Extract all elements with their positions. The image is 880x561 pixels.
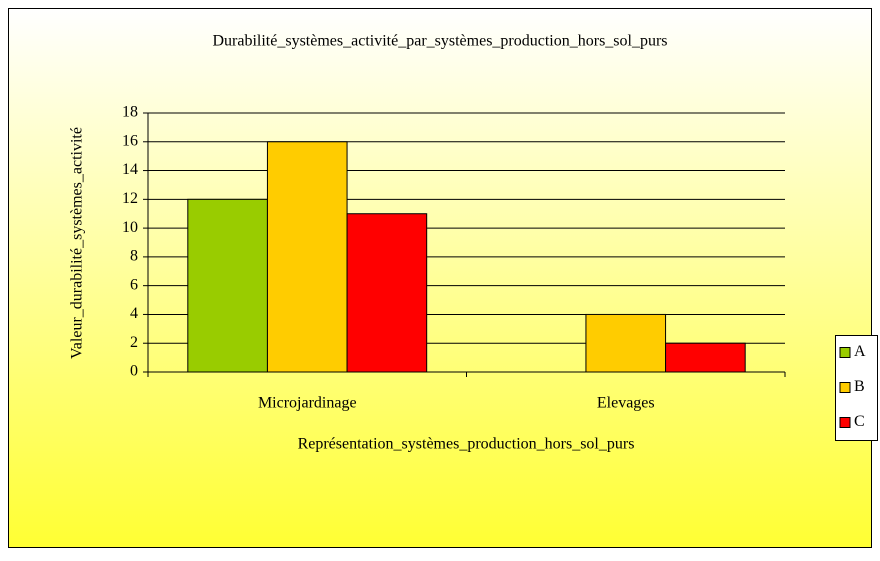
x-tick-label: Elevages xyxy=(597,395,655,412)
bar xyxy=(665,342,746,373)
y-tick-label: 8 xyxy=(130,248,138,265)
y-tick-label: 6 xyxy=(130,276,138,293)
bar xyxy=(585,313,667,373)
bar xyxy=(187,198,268,373)
y-tick-label: 0 xyxy=(130,363,138,380)
y-tick-label: 18 xyxy=(122,104,138,121)
legend-swatch xyxy=(839,417,851,428)
chart-background xyxy=(8,8,872,548)
y-tick-label: 2 xyxy=(130,334,138,351)
x-axis-label: Représentation_systèmes_production_hors_… xyxy=(298,436,635,453)
y-tick-label: 14 xyxy=(122,161,138,178)
x-tick-label: Microjardinage xyxy=(258,395,357,412)
legend-label: B xyxy=(854,378,865,395)
bar xyxy=(346,213,428,373)
y-axis-label: Valeur_durabilité_systèmes_activité xyxy=(69,127,86,359)
y-tick-label: 4 xyxy=(130,305,138,322)
legend-swatch xyxy=(839,382,851,393)
bar xyxy=(266,141,348,373)
legend-label: C xyxy=(854,413,865,430)
chart-title: Durabilité_systèmes_activité_par_système… xyxy=(212,33,667,50)
legend-label: A xyxy=(854,343,866,360)
y-tick-label: 10 xyxy=(122,219,138,236)
legend-swatch xyxy=(839,347,851,358)
y-tick-label: 12 xyxy=(122,190,138,207)
y-tick-label: 16 xyxy=(122,132,138,149)
